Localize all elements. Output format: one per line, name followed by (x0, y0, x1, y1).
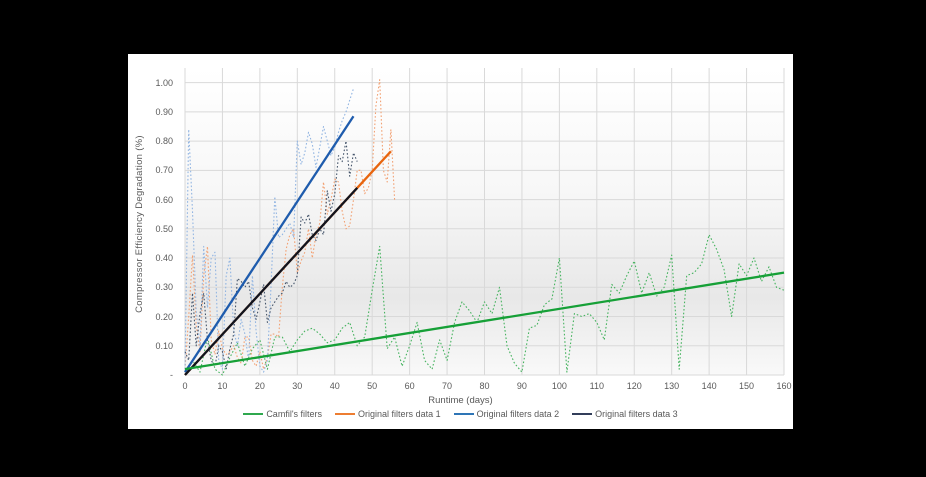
y-tick-label: 0.20 (155, 311, 173, 322)
x-tick-label: 140 (701, 381, 717, 391)
series-data-line (184, 79, 396, 370)
series-trend-line (184, 187, 359, 376)
legend-label: Original filters data 3 (595, 409, 678, 419)
x-tick-label: 20 (254, 381, 265, 391)
x-tick-label: 90 (516, 381, 527, 391)
legend-line-swatch (572, 412, 593, 416)
x-axis-title: Runtime (days) (428, 395, 493, 406)
series-data-line (184, 88, 355, 373)
x-tick-label: 100 (551, 381, 567, 391)
x-tick-label: 110 (589, 381, 604, 391)
legend-item-original-filters-data-3: Original filters data 3 (572, 409, 678, 419)
plot-area (184, 68, 785, 376)
x-tick-label: 10 (217, 381, 228, 391)
x-tick-label: 50 (367, 381, 378, 391)
legend-label: Original filters data 2 (476, 409, 560, 419)
x-tick-label: 30 (292, 381, 303, 391)
x-tick-label: 60 (404, 381, 415, 391)
legend-line-swatch (243, 412, 264, 416)
series-trend-line (184, 115, 355, 373)
y-tick-label: 0.90 (155, 106, 173, 117)
x-tick-label: 0 (182, 381, 188, 391)
x-tick-label: 80 (479, 381, 490, 391)
x-tick-label: 120 (626, 381, 642, 391)
legend: Camfil's filters Original filters data 1… (128, 409, 793, 419)
legend-line-swatch (453, 412, 474, 416)
x-tick-label: 150 (739, 381, 755, 391)
legend-label: Camfil's filters (266, 409, 323, 419)
chart-card: Compressor Efficiency Degradation (%) Ru… (128, 54, 793, 429)
x-tick-label: 130 (664, 381, 680, 391)
legend-item-original-filters-data-1: Original filters data 1 (335, 409, 441, 419)
y-tick-label: 0.80 (155, 136, 173, 147)
x-tick-label: 70 (442, 381, 453, 391)
legend-item-original-filters-data-2: Original filters data 2 (453, 409, 560, 419)
y-tick-label: 0.70 (155, 165, 173, 176)
y-tick-label: 0.30 (155, 282, 173, 293)
legend-line-swatch (335, 412, 356, 416)
x-tick-label: 40 (329, 381, 340, 391)
y-tick-label: 0.60 (155, 194, 173, 205)
x-tick-label: 160 (776, 381, 792, 391)
y-tick-label: 0.40 (155, 253, 173, 264)
y-tick-label: 1.00 (155, 77, 173, 88)
y-tick-label: 0.50 (155, 223, 173, 234)
y-tick-label: - (170, 370, 173, 380)
series-data-line (184, 234, 785, 376)
series-trend-line (184, 271, 785, 371)
legend-label: Original filters data 1 (358, 409, 441, 419)
y-tick-label: 0.10 (155, 340, 173, 351)
legend-item-camfils-filters: Camfil's filters (243, 409, 322, 419)
